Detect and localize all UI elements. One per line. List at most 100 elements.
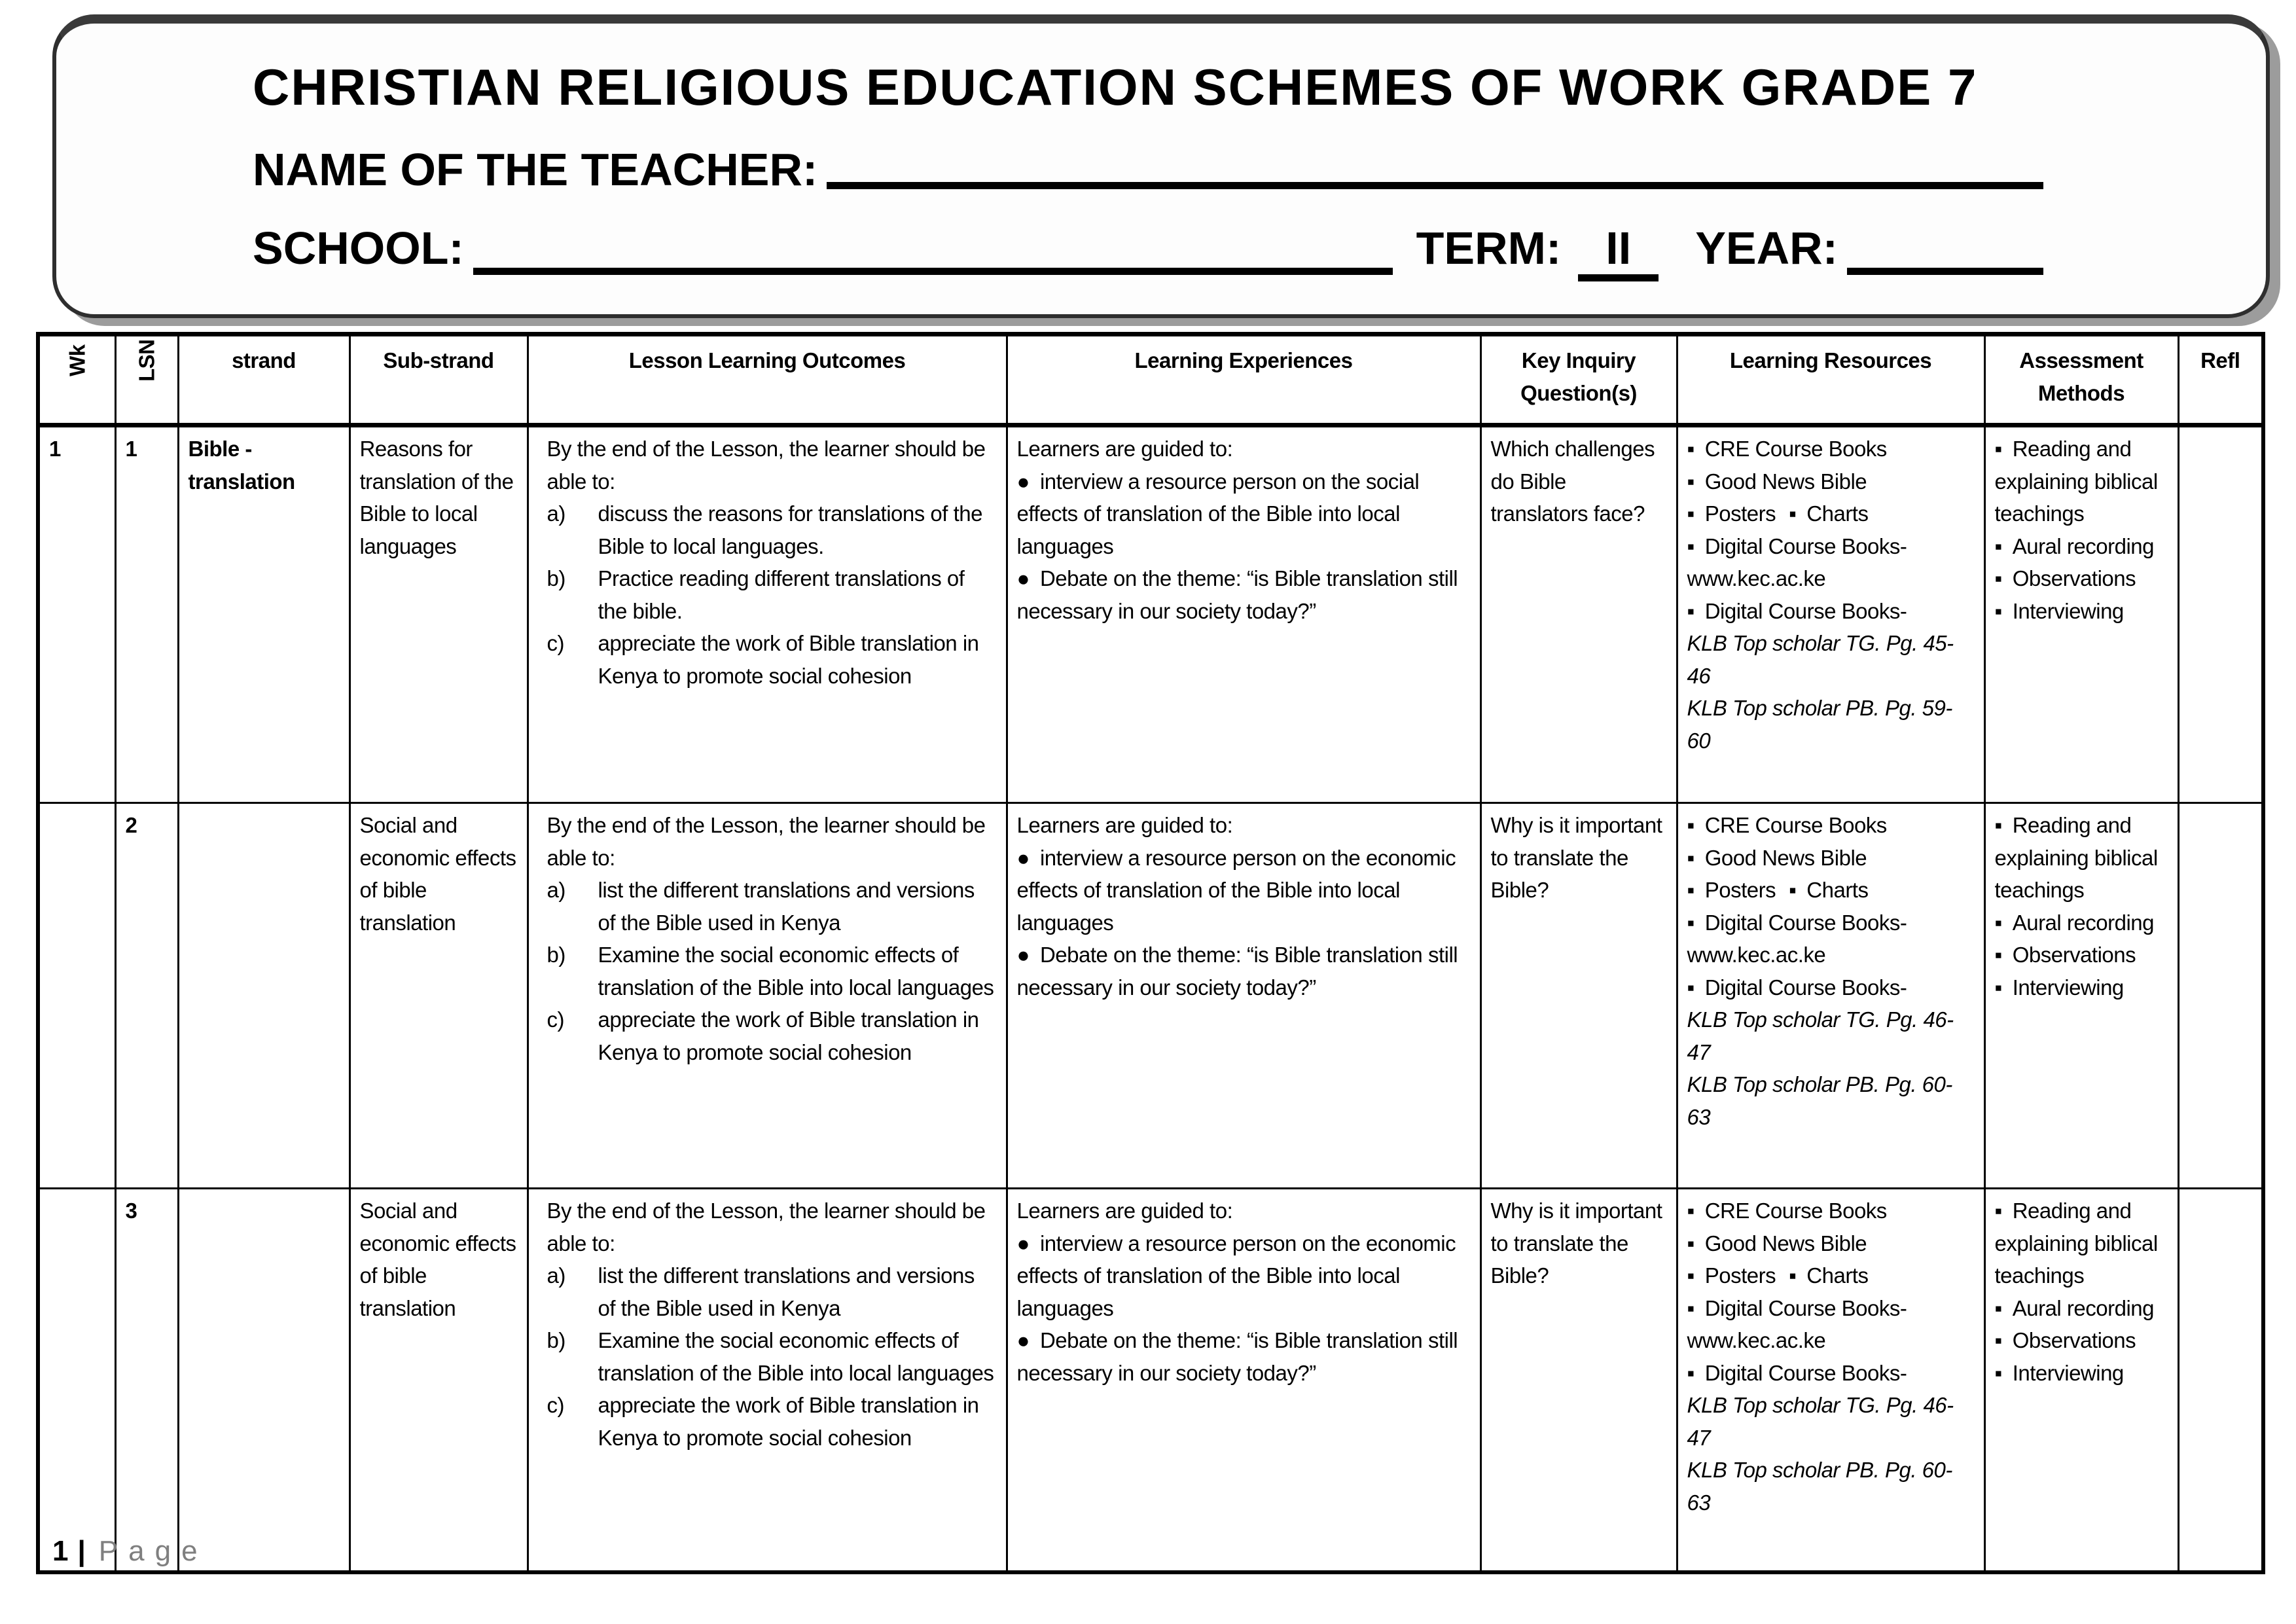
square-bullet-icon xyxy=(1995,813,2013,837)
square-bullet-icon xyxy=(1687,437,1705,461)
experience-bullet: interview a resource person on the socia… xyxy=(1017,465,1471,563)
square-bullet-icon xyxy=(1995,1199,2013,1223)
outcome-item: b) Examine the social economic effects o… xyxy=(547,1328,994,1385)
col-header-strand: strand xyxy=(177,332,351,427)
resource-reference: KLB Top scholar TG. Pg. 45-46 xyxy=(1687,631,1954,688)
square-bullet-icon xyxy=(1687,1263,1705,1288)
cell-wk xyxy=(37,1187,117,1574)
footer-separator: | xyxy=(77,1535,86,1567)
school-blank xyxy=(473,268,1393,275)
cell-lsn: 3 xyxy=(114,1187,179,1574)
outcome-item: b) Examine the social economic effects o… xyxy=(547,943,994,1000)
cell-refl xyxy=(2177,802,2265,1189)
outcome-item: c) appreciate the work of Bible translat… xyxy=(547,1007,980,1064)
square-bullet-icon xyxy=(1687,469,1705,494)
resource-item: Good News Bible xyxy=(1687,465,1975,498)
term-label: TERM: xyxy=(1416,223,1562,274)
square-bullet-icon xyxy=(1687,975,1705,1000)
col-header-resources: Learning Resources xyxy=(1676,332,1986,427)
outcome-item: c) appreciate the work of Bible translat… xyxy=(547,631,980,688)
assessment-item: Aural recording xyxy=(1995,907,2168,939)
assessment-item: Reading and explaining biblical teaching… xyxy=(1995,433,2168,530)
experience-bullet: Debate on the theme: “is Bible translati… xyxy=(1017,562,1471,627)
resource-reference: KLB Top scholar TG. Pg. 46-47 xyxy=(1687,1007,1954,1064)
assessment-item: Interviewing xyxy=(1995,971,2168,1004)
square-bullet-icon xyxy=(1995,911,2013,935)
cell-lsn: 2 xyxy=(114,802,179,1189)
assessment-item: Aural recording xyxy=(1995,1292,2168,1325)
col-header-wk: Wk xyxy=(37,332,117,427)
circle-bullet-icon xyxy=(1017,943,1040,967)
square-bullet-icon xyxy=(1995,1296,2013,1320)
cell-outcomes: By the end of the Lesson, the learner sh… xyxy=(526,424,1008,804)
resource-item: PostersCharts xyxy=(1687,874,1975,907)
cell-strand: Bible - translation xyxy=(177,424,351,804)
footer-page-word: Page xyxy=(98,1535,208,1567)
teacher-name-blank xyxy=(827,182,2043,189)
col-header-outcomes: Lesson Learning Outcomes xyxy=(526,332,1008,427)
square-bullet-icon xyxy=(1995,1361,2013,1385)
resource-item: CRE Course Books xyxy=(1687,1195,1975,1227)
outcomes-intro: By the end of the Lesson, the learner sh… xyxy=(547,813,986,870)
cell-assessment: Reading and explaining biblical teaching… xyxy=(1983,424,2179,804)
circle-bullet-icon xyxy=(1017,1231,1040,1255)
col-header-substrand: Sub-strand xyxy=(348,332,529,427)
cell-refl xyxy=(2177,1187,2265,1574)
outcome-item: a) list the different translations and v… xyxy=(547,1263,975,1320)
cell-assessment: Reading and explaining biblical teaching… xyxy=(1983,802,2179,1189)
square-bullet-icon xyxy=(1687,813,1705,837)
outcome-item: c) appreciate the work of Bible translat… xyxy=(547,1393,980,1450)
outcome-item: b) Practice reading different translatio… xyxy=(547,566,965,623)
page-number: 1 xyxy=(52,1535,69,1567)
resource-reference: KLB Top scholar PB. Pg. 60-63 xyxy=(1687,1072,1953,1129)
cell-experiences: Learners are guided to: interview a reso… xyxy=(1005,802,1482,1189)
assessment-item: Reading and explaining biblical teaching… xyxy=(1995,1195,2168,1292)
square-bullet-icon xyxy=(1687,1361,1705,1385)
term-value: II xyxy=(1578,222,1659,281)
school-label: SCHOOL: xyxy=(253,223,464,274)
square-bullet-icon xyxy=(1995,975,2013,1000)
cell-resources: CRE Course Books Good News Bible Posters… xyxy=(1676,424,1986,804)
square-bullet-icon xyxy=(1995,1328,2013,1352)
outcomes-intro: By the end of the Lesson, the learner sh… xyxy=(547,1199,986,1255)
table-row: 3 Social and economic effects of bible t… xyxy=(37,1187,2265,1574)
teacher-name-label: NAME OF THE TEACHER: xyxy=(253,144,818,195)
cell-strand xyxy=(177,802,351,1189)
cell-substrand: Social and economic effects of bible tra… xyxy=(348,1187,529,1574)
outcome-item: a) discuss the reasons for translations … xyxy=(547,501,983,558)
experiences-intro: Learners are guided to: xyxy=(1016,437,1233,461)
square-bullet-icon xyxy=(1789,501,1806,526)
cell-experiences: Learners are guided to: interview a reso… xyxy=(1005,1187,1482,1574)
square-bullet-icon xyxy=(1687,846,1705,870)
cell-refl xyxy=(2177,424,2265,804)
cell-assessment: Reading and explaining biblical teaching… xyxy=(1983,1187,2179,1574)
assessment-item: Observations xyxy=(1995,562,2168,595)
experiences-intro: Learners are guided to: xyxy=(1016,813,1233,837)
square-bullet-icon xyxy=(1687,1231,1705,1255)
square-bullet-icon xyxy=(1995,943,2013,967)
resource-item: Digital Course Books- www.kec.ac.ke xyxy=(1687,1292,1975,1357)
outcomes-intro: By the end of the Lesson, the learner sh… xyxy=(547,437,986,494)
cell-strand xyxy=(177,1187,351,1574)
assessment-item: Interviewing xyxy=(1995,1357,2168,1390)
square-bullet-icon xyxy=(1687,911,1705,935)
cell-outcomes: By the end of the Lesson, the learner sh… xyxy=(526,802,1008,1189)
square-bullet-icon xyxy=(1789,878,1806,902)
col-header-inquiry: Key Inquiry Question(s) xyxy=(1479,332,1678,427)
table-row: 1 1 Bible - translation Reasons for tran… xyxy=(37,424,2265,804)
cell-lsn: 1 xyxy=(114,424,179,804)
assessment-item: Observations xyxy=(1995,1324,2168,1357)
teacher-name-line: NAME OF THE TEACHER: xyxy=(253,143,2043,196)
square-bullet-icon xyxy=(1687,878,1705,902)
col-header-experiences: Learning Experiences xyxy=(1005,332,1482,427)
experiences-intro: Learners are guided to: xyxy=(1016,1199,1233,1223)
resource-item: Digital Course Books- www.kec.ac.ke xyxy=(1687,530,1975,595)
outcome-item: a) list the different translations and v… xyxy=(547,878,975,935)
assessment-item: Observations xyxy=(1995,939,2168,971)
resource-item: Good News Bible xyxy=(1687,1227,1975,1260)
year-label: YEAR: xyxy=(1695,223,1838,274)
square-bullet-icon xyxy=(1687,599,1705,623)
resource-reference: KLB Top scholar PB. Pg. 59-60 xyxy=(1687,696,1953,753)
resource-reference: KLB Top scholar TG. Pg. 46-47 xyxy=(1687,1393,1954,1450)
page-title: CHRISTIAN RELIGIOUS EDUCATION SCHEMES OF… xyxy=(253,58,1978,116)
